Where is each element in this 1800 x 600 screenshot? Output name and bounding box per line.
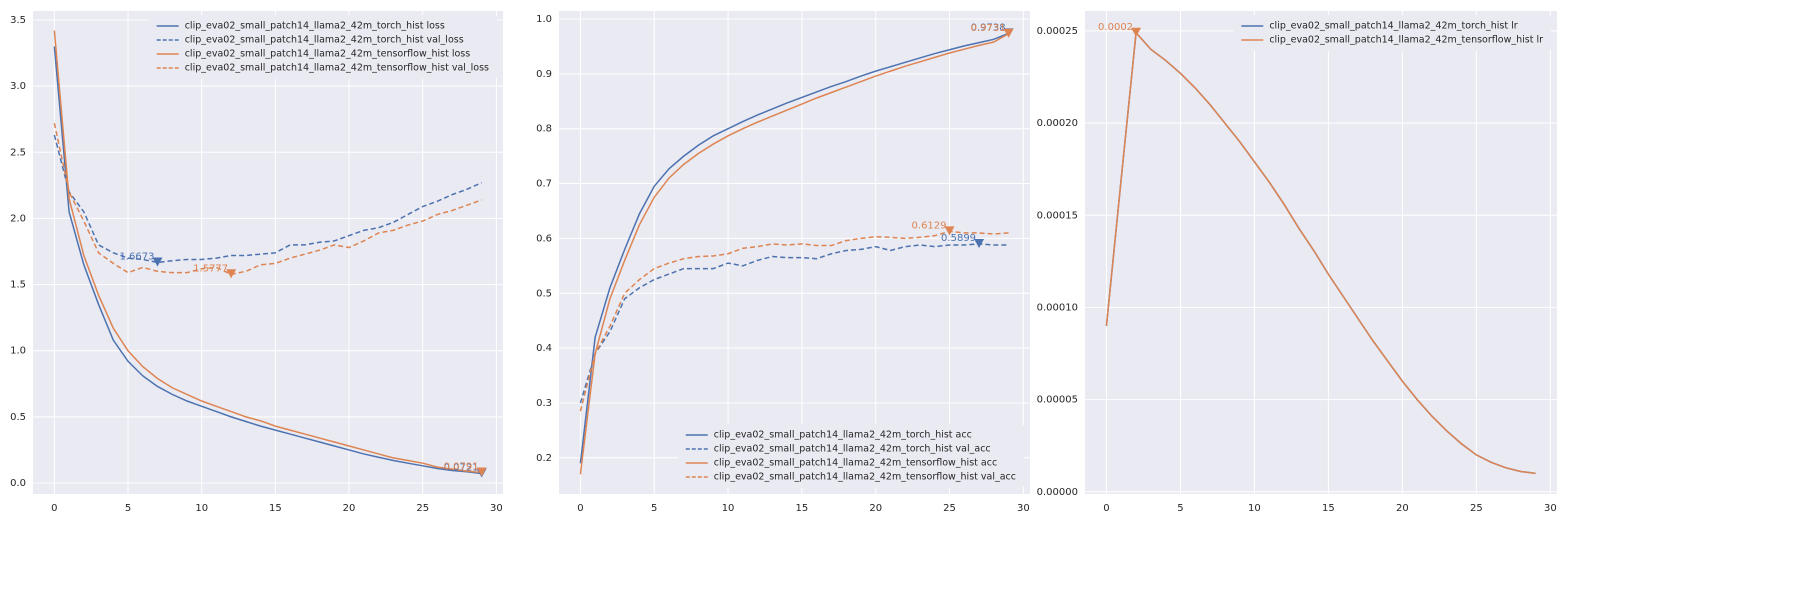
x-tick-label: 30	[490, 503, 503, 514]
annotation-label: 1.5777	[193, 263, 228, 274]
subplot: 0 5 10 15 20 25 30 0.0 0.5 1.0 1.5 2.0 2.5 3.0 3.5 1.66…	[10, 11, 503, 514]
y-tick-label: 0.00005	[1037, 395, 1078, 406]
series-line	[1105, 30, 1536, 475]
series-line	[53, 46, 482, 475]
y-tick-label: 2.5	[10, 147, 26, 158]
min-max-marker	[1003, 28, 1014, 38]
legend-label: clip_eva02_small_patch14_llama2_42m_tens…	[714, 472, 1016, 483]
y-tick-label: 0.3	[536, 398, 552, 409]
y-tick-label: 0.4	[536, 343, 552, 354]
series-line	[579, 243, 1009, 404]
legend-label: clip_eva02_small_patch14_llama2_42m_tens…	[185, 49, 471, 60]
min-max-marker	[226, 269, 237, 279]
x-tick-label: 20	[343, 503, 356, 514]
legend: clip_eva02_small_patch14_llama2_42m_torc…	[148, 15, 497, 79]
y-tick-label: 1.0	[536, 14, 552, 25]
x-tick-label: 10	[722, 503, 735, 514]
x-tick-label: 5	[1177, 503, 1183, 514]
x-tick-label: 15	[1322, 503, 1335, 514]
x-tick-label: 5	[125, 503, 131, 514]
series-line	[53, 123, 482, 276]
min-max-marker	[476, 467, 487, 477]
subplot: 0 5 10 15 20 25 30 0.00000 0.00005 0.00010 0.00015…	[1037, 11, 1557, 514]
y-tick-label: 2.0	[10, 213, 26, 224]
y-tick-label: 0.5	[536, 288, 552, 299]
legend-label: clip_eva02_small_patch14_llama2_42m_tens…	[1269, 35, 1543, 46]
series-line	[53, 30, 482, 474]
legend-label: clip_eva02_small_patch14_llama2_42m_torc…	[1269, 21, 1517, 32]
plot-area	[33, 11, 503, 494]
annotation-label: 0.9738	[971, 22, 1006, 33]
x-tick-label: 0	[51, 503, 57, 514]
plot-area	[1085, 11, 1557, 494]
x-tick-label: 30	[1544, 503, 1557, 514]
x-tick-label: 10	[1248, 503, 1261, 514]
x-tick-label: 20	[1396, 503, 1409, 514]
x-tick-label: 0	[577, 503, 583, 514]
y-tick-label: 1.5	[10, 280, 26, 291]
y-tick-label: 3.5	[10, 15, 26, 26]
legend: clip_eva02_small_patch14_llama2_42m_torc…	[1233, 15, 1551, 51]
x-tick-label: 25	[943, 503, 956, 514]
y-tick-label: 0.00010	[1037, 302, 1078, 313]
legend: clip_eva02_small_patch14_llama2_42m_torc…	[677, 424, 1024, 488]
y-tick-label: 0.00020	[1037, 118, 1078, 129]
legend-label: clip_eva02_small_patch14_llama2_42m_tens…	[185, 63, 489, 74]
min-max-marker	[944, 226, 955, 236]
series-line	[53, 134, 482, 264]
min-max-marker	[974, 238, 985, 248]
x-tick-label: 30	[1017, 503, 1030, 514]
x-tick-label: 20	[869, 503, 882, 514]
legend-label: clip_eva02_small_patch14_llama2_42m_torc…	[185, 35, 464, 46]
y-tick-label: 3.0	[10, 81, 26, 92]
annotation-label: 0.0721	[444, 462, 479, 473]
x-tick-label: 25	[416, 503, 429, 514]
annotation-label: 0.5899	[941, 233, 976, 244]
legend-label: clip_eva02_small_patch14_llama2_42m_tens…	[714, 458, 997, 469]
legend-label: clip_eva02_small_patch14_llama2_42m_torc…	[714, 430, 972, 441]
plot-area	[559, 11, 1030, 494]
legend-label: clip_eva02_small_patch14_llama2_42m_torc…	[714, 444, 991, 455]
y-tick-label: 0.00015	[1037, 210, 1078, 221]
x-tick-label: 15	[796, 503, 809, 514]
legend-label: clip_eva02_small_patch14_llama2_42m_torc…	[185, 21, 445, 32]
x-tick-label: 0	[1103, 503, 1109, 514]
x-tick-label: 10	[195, 503, 208, 514]
y-tick-label: 0.7	[536, 179, 552, 190]
y-tick-label: 0.00025	[1037, 26, 1078, 37]
y-tick-label: 0.00000	[1037, 487, 1078, 498]
annotation-label: 0.6129	[912, 220, 947, 231]
series-line	[579, 33, 1009, 475]
annotation-label: 0.0002	[1098, 22, 1133, 33]
y-tick-label: 0.0	[10, 478, 26, 489]
legend-box	[677, 424, 1024, 488]
subplot: 0 5 10 15 20 25 30 0.2 0.3 0.4 0.5 0.6 0.7 0.8 0.9 1.0 0…	[536, 11, 1030, 514]
y-tick-label: 0.2	[536, 453, 552, 464]
y-tick-label: 0.6	[536, 233, 552, 244]
annotation-label: 0.9731	[971, 23, 1006, 34]
legend-box	[1233, 15, 1551, 51]
y-tick-label: 1.0	[10, 346, 26, 357]
y-tick-label: 0.8	[536, 124, 552, 135]
series-line	[579, 230, 1009, 412]
y-tick-label: 0.5	[10, 412, 26, 423]
x-tick-label: 25	[1470, 503, 1483, 514]
legend-box	[148, 15, 497, 79]
min-max-marker	[152, 257, 163, 267]
min-max-marker	[1131, 27, 1142, 37]
annotation-label: 1.6673	[119, 251, 154, 262]
annotation-label: 0.0791	[444, 462, 479, 473]
y-tick-label: 0.9	[536, 69, 552, 80]
x-tick-label: 15	[269, 503, 282, 514]
series-line	[579, 32, 1009, 464]
x-tick-label: 5	[651, 503, 657, 514]
